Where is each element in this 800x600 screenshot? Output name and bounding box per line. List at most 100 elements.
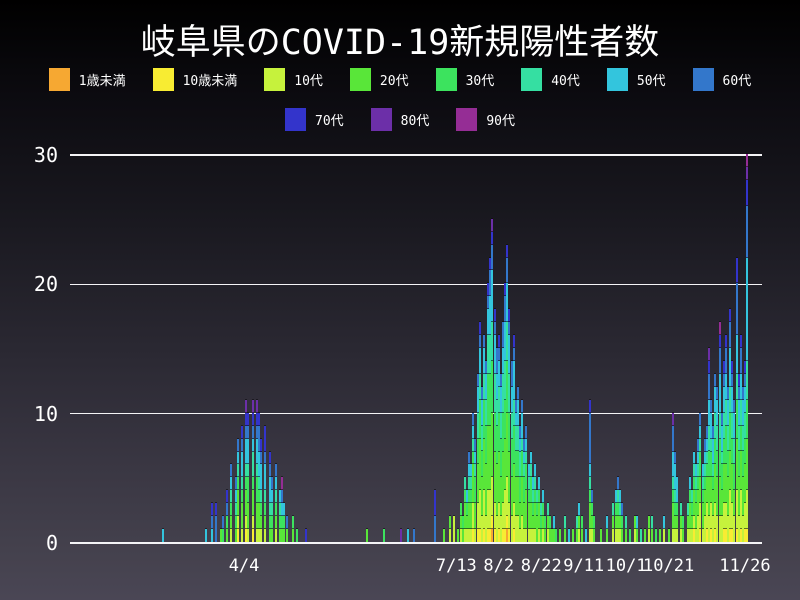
bar-day-206[interactable] [506,244,509,542]
bar-day-241[interactable] [580,516,583,542]
bar-day-211[interactable] [516,386,519,542]
legend-item-5[interactable]: 40代 [521,68,580,91]
bar-day-302[interactable] [710,399,713,542]
bar-day-271[interactable] [644,529,647,542]
bar-day-235[interactable] [567,529,570,542]
bar-day-184[interactable] [459,503,462,542]
bar-day-212[interactable] [519,425,521,542]
bar-day-303[interactable] [712,425,715,542]
bar-day-278[interactable] [659,529,662,542]
legend-item-0[interactable]: 1歳未満 [48,68,126,91]
bar-day-259[interactable] [618,490,621,542]
bar-day-309[interactable] [724,335,727,542]
bar-day-314[interactable] [735,257,738,542]
bar-day-294[interactable] [693,451,696,542]
bar-day-76[interactable] [230,464,233,542]
bar-day-250[interactable] [599,529,602,542]
bar-day-102[interactable] [285,516,288,542]
bar-day-300[interactable] [705,425,708,542]
bar-day-239[interactable] [576,516,579,542]
bar-day-226[interactable] [548,516,551,542]
bar-day-189[interactable] [470,464,473,542]
bar-day-210[interactable] [514,399,517,542]
bar-day-188[interactable] [468,451,471,542]
legend-item-2[interactable]: 10代 [264,68,323,91]
bar-day-269[interactable] [640,529,642,542]
bar-day-260[interactable] [620,503,623,542]
bar-day-213[interactable] [521,399,524,542]
bar-day-67[interactable] [211,503,214,542]
bar-day-185[interactable] [461,516,464,542]
bar-day-292[interactable] [688,477,691,542]
bar-day-289[interactable] [682,516,685,542]
bar-day-159[interactable] [406,529,409,542]
bar-day-229[interactable] [555,529,558,542]
bar-day-187[interactable] [465,490,468,542]
bar-day-95[interactable] [270,477,273,542]
bar-day-205[interactable] [504,283,507,542]
bar-day-71[interactable] [219,529,222,542]
bar-day-69[interactable] [215,503,218,542]
bar-day-282[interactable] [667,529,670,542]
bar-day-79[interactable] [236,438,239,542]
bar-day-318[interactable] [744,361,747,542]
bar-day-245[interactable] [589,399,592,542]
bar-day-308[interactable] [722,361,725,542]
bar-day-284[interactable] [671,412,674,542]
bar-day-105[interactable] [291,516,294,542]
bar-day-297[interactable] [699,412,702,542]
legend-item-10[interactable]: 90代 [456,108,515,131]
bar-day-198[interactable] [489,257,492,542]
bar-day-222[interactable] [540,503,543,542]
bar-day-319[interactable] [746,154,749,542]
bar-day-176[interactable] [442,529,445,542]
bar-day-276[interactable] [654,529,657,542]
bar-day-288[interactable] [680,503,683,542]
bar-day-111[interactable] [304,529,307,542]
bar-day-181[interactable] [453,516,456,542]
bar-day-233[interactable] [563,516,566,542]
bar-day-253[interactable] [606,516,609,542]
bar-day-220[interactable] [535,490,538,542]
bar-day-186[interactable] [463,477,466,542]
bar-day-99[interactable] [279,490,282,542]
bar-day-156[interactable] [400,529,403,542]
bar-day-217[interactable] [529,451,532,542]
bar-day-311[interactable] [729,309,732,542]
bar-day-196[interactable] [485,360,488,542]
bar-day-94[interactable] [268,451,271,542]
bar-day-201[interactable] [495,348,498,542]
bar-day-209[interactable] [512,335,515,542]
bar-day-194[interactable] [480,386,483,542]
bar-day-64[interactable] [204,529,207,542]
bar-day-197[interactable] [487,283,490,542]
legend-item-7[interactable]: 60代 [692,68,751,91]
bar-day-257[interactable] [614,490,617,542]
bar-day-90[interactable] [260,438,263,542]
bar-day-266[interactable] [633,516,636,542]
bar-day-273[interactable] [648,516,651,542]
bar-day-81[interactable] [240,425,243,542]
bar-day-305[interactable] [716,386,719,542]
bar-day-256[interactable] [612,503,615,542]
bar-day-231[interactable] [559,529,562,542]
bar-day-243[interactable] [584,529,587,542]
bar-day-204[interactable] [502,322,505,542]
bar-day-223[interactable] [542,490,545,542]
bar-day-162[interactable] [412,529,415,542]
bar-day-228[interactable] [552,516,555,542]
bar-day-202[interactable] [497,335,500,542]
bar-day-72[interactable] [221,516,224,542]
bar-day-221[interactable] [538,477,541,542]
legend-item-1[interactable]: 10歳未満 [152,68,237,91]
bar-day-237[interactable] [572,529,575,542]
bar-day-207[interactable] [508,309,511,542]
bar-day-200[interactable] [493,309,496,542]
bar-day-224[interactable] [544,516,547,542]
bar-day-84[interactable] [247,412,250,542]
bar-day-208[interactable] [510,360,513,542]
bar-day-44[interactable] [162,529,165,542]
bar-day-92[interactable] [264,425,267,542]
bar-day-274[interactable] [650,516,653,542]
bar-day-107[interactable] [296,529,299,542]
